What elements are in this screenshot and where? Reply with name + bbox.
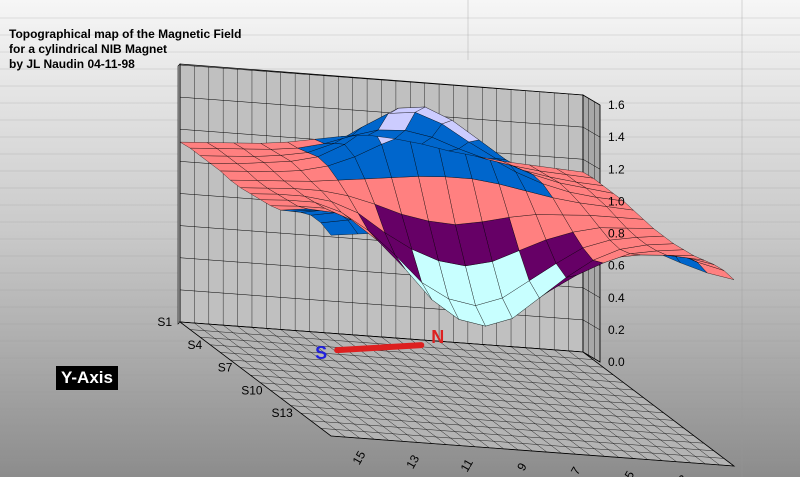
floor-gridline (410, 338, 562, 454)
x-tick-label: 9 (514, 460, 530, 473)
side-gridline (582, 319, 601, 331)
floor-gridline (330, 435, 735, 467)
north-pole-label: N (431, 327, 444, 347)
surface-cell (179, 141, 218, 149)
z-tick-label: 0.8 (608, 227, 625, 241)
z-tick-label: 0.0 (608, 355, 625, 369)
side-gridline (582, 287, 601, 298)
z-tick-label: 1.6 (608, 98, 625, 112)
chart-title-line: for a cylindrical NIB Magnet (9, 42, 167, 56)
series-tick-label: S7 (218, 361, 233, 375)
x-tick-label: 7 (568, 464, 584, 477)
series-tick-label: S1 (157, 315, 172, 329)
floor-gridline (568, 350, 720, 466)
series-tick-label: S13 (271, 406, 293, 420)
floor-gridline (539, 348, 691, 463)
left-wall (177, 63, 181, 325)
chart-title-line: Topographical map of the Magnetic Field (9, 27, 241, 41)
floor-gridline (438, 341, 591, 456)
floor-gridline (194, 322, 346, 438)
x-tick-label: 11 (458, 456, 477, 474)
floor-gridline (270, 390, 674, 421)
floor-gridline (310, 420, 714, 451)
floor-gridline (290, 405, 694, 436)
south-pole-label: S (315, 343, 327, 363)
x-tick-label: 3 (675, 472, 691, 477)
floor-gridline (200, 337, 604, 368)
floor-gridline (260, 382, 664, 413)
floor-gridline (338, 333, 490, 448)
floor-gridline (320, 428, 724, 459)
side-gridline (582, 126, 601, 138)
floor-gridline (424, 340, 576, 455)
floor-gridline (395, 337, 548, 453)
floor-gridline (179, 321, 584, 353)
floor-gridline (525, 347, 677, 462)
floor-gridline (496, 345, 648, 460)
x-tick-label: 13 (403, 452, 422, 471)
surface-mesh (179, 106, 735, 327)
floor-gridline (240, 367, 644, 398)
x-tick-label: 5 (622, 468, 638, 477)
series-tick-label: S4 (188, 338, 203, 352)
floor-gridline (300, 413, 704, 444)
floor-gridline (250, 375, 654, 406)
x-tick-label: 15 (350, 448, 369, 467)
floor-gridline (251, 327, 404, 442)
floor-gridline (266, 328, 418, 443)
side-gridline (582, 94, 601, 106)
floor-gridline (482, 344, 634, 459)
z-tick-label: 1.2 (608, 162, 625, 176)
floor-gridline (179, 321, 332, 437)
floor-gridline (467, 343, 619, 458)
floor-gridline (230, 359, 634, 391)
floor-gridline (352, 334, 504, 450)
z-tick-label: 1.4 (608, 130, 625, 144)
series-axis-title: Y-Axis (56, 366, 118, 390)
z-tick-label: 0.4 (608, 291, 625, 305)
floor-gridline (381, 336, 533, 452)
floor-gridline (208, 323, 360, 439)
chart-title-line: by JL Naudin 04-11-98 (9, 57, 135, 71)
side-gridline (582, 159, 601, 170)
floor-gridline (210, 344, 614, 375)
floor-gridline (582, 351, 735, 467)
floor-gridline (280, 397, 684, 429)
floor-gridline (453, 342, 605, 457)
floor-gridline (280, 329, 432, 444)
series-tick-label: S10 (241, 383, 263, 397)
z-tick-label: 1.0 (608, 194, 625, 208)
magnet-bar (334, 342, 425, 354)
floor-gridline (223, 325, 375, 440)
z-tick-label: 0.2 (608, 323, 625, 337)
z-tick-label: 0.6 (608, 259, 625, 273)
floor-gridline (366, 335, 519, 451)
floor-gridline (510, 346, 663, 461)
floor-gridline (554, 349, 706, 465)
floor-gridline (295, 330, 447, 445)
floor-gridline (220, 352, 624, 383)
floor-gridline (237, 326, 389, 441)
